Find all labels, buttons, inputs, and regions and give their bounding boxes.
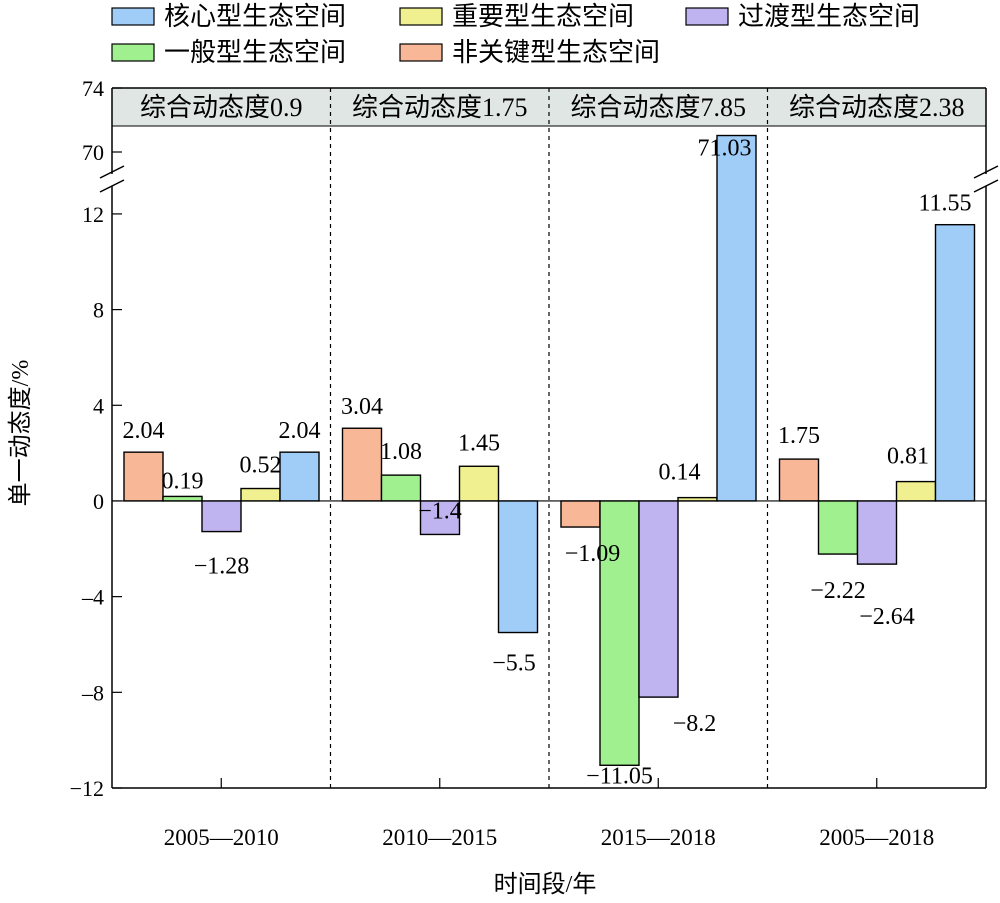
- data-label: −1.09: [565, 541, 621, 567]
- composite-label: 综合动态度1.75: [352, 93, 528, 122]
- y-tick-label: 12: [82, 202, 104, 227]
- x-tick-label: 2015—2018: [601, 825, 716, 850]
- bar: [162, 495, 203, 502]
- y-tick-label: 74: [82, 76, 104, 101]
- data-label: 2.04: [279, 418, 321, 444]
- legend-label: 重要型生态空间: [452, 2, 634, 31]
- data-label: 0.19: [162, 468, 204, 494]
- data-label: 1.45: [458, 430, 500, 456]
- legend-swatch: [685, 7, 729, 26]
- y-axis-title: 单一动态度/%: [7, 360, 34, 507]
- bar: [817, 500, 859, 555]
- bar: [341, 427, 383, 502]
- legend-swatch: [399, 43, 443, 62]
- y-tick-label: 0: [93, 489, 104, 514]
- data-label: −1.4: [418, 498, 462, 524]
- x-tick-label: 2005—2018: [819, 825, 934, 850]
- y-tick-label: –8: [81, 680, 104, 705]
- bar: [419, 500, 461, 536]
- axes: 2005—2010 2010—2015 2015—2018 2005—2018 −12 –…: [70, 76, 1000, 850]
- axis-break-mark: [973, 165, 999, 179]
- y-tick-label: 8: [93, 298, 104, 323]
- data-label: −1.28: [194, 554, 250, 580]
- legend-swatch: [111, 7, 155, 26]
- y-tick-label: 70: [82, 140, 104, 165]
- data-label: 2.04: [123, 418, 165, 444]
- x-axis-title: 时间段/年: [494, 871, 597, 898]
- bar: [638, 500, 679, 698]
- bars: [123, 134, 976, 766]
- data-label: 0.81: [887, 444, 929, 470]
- legend-swatch: [111, 43, 155, 62]
- bar: [497, 500, 539, 634]
- legend-label: 过渡型生态空间: [738, 2, 920, 31]
- data-labels: 2.04 0.19 −1.28 0.52 2.04 3.04 1.08 −1.4 1.45 −5.…: [123, 136, 972, 790]
- bar: [560, 500, 601, 528]
- data-label: −11.05: [586, 763, 653, 789]
- bar: [716, 134, 757, 502]
- bar: [856, 500, 898, 565]
- data-label: 0.52: [240, 453, 282, 479]
- composite-label: 综合动态度7.85: [570, 93, 746, 122]
- legend-label: 非关键型生态空间: [452, 38, 660, 67]
- y-tick-label: −12: [70, 776, 104, 801]
- axis-break-gap: [972, 174, 1000, 186]
- y-tick-label: 4: [93, 393, 104, 418]
- axis-break-gap: [98, 174, 126, 186]
- composite-label: 综合动态度2.38: [789, 93, 965, 122]
- bar: [279, 451, 320, 502]
- data-label: 0.14: [659, 460, 701, 486]
- axis-break-mark: [99, 165, 125, 179]
- axis-break-mark: [973, 179, 999, 193]
- bar: [240, 487, 281, 502]
- legend-swatch: [399, 7, 443, 26]
- data-label: 71.03: [698, 136, 752, 162]
- data-label: −2.64: [859, 604, 915, 630]
- bar: [380, 474, 422, 502]
- data-label: 11.55: [918, 191, 971, 217]
- data-label: −8.2: [673, 711, 717, 737]
- bar: [201, 500, 242, 533]
- data-label: 1.08: [380, 439, 422, 465]
- bar: [458, 465, 500, 502]
- bar: [895, 480, 937, 502]
- x-tick-label: 2005—2010: [164, 825, 279, 850]
- data-label: −2.22: [810, 578, 866, 604]
- data-label: 3.04: [341, 394, 383, 420]
- legend-label: 核心型生态空间: [164, 2, 346, 31]
- bar: [934, 223, 976, 502]
- y-tick-label: –4: [81, 585, 104, 610]
- bar: [778, 458, 820, 502]
- composite-band: 综合动态度0.9 综合动态度1.75 综合动态度7.85 综合动态度2.38: [112, 88, 986, 127]
- data-label: 1.75: [778, 423, 820, 449]
- composite-label: 综合动态度0.9: [140, 93, 303, 122]
- x-tick-label: 2010—2015: [382, 825, 497, 850]
- bar: [123, 451, 164, 502]
- legend-label: 一般型生态空间: [164, 38, 346, 67]
- data-label: −5.5: [492, 651, 536, 677]
- axis-break-mark: [99, 179, 125, 193]
